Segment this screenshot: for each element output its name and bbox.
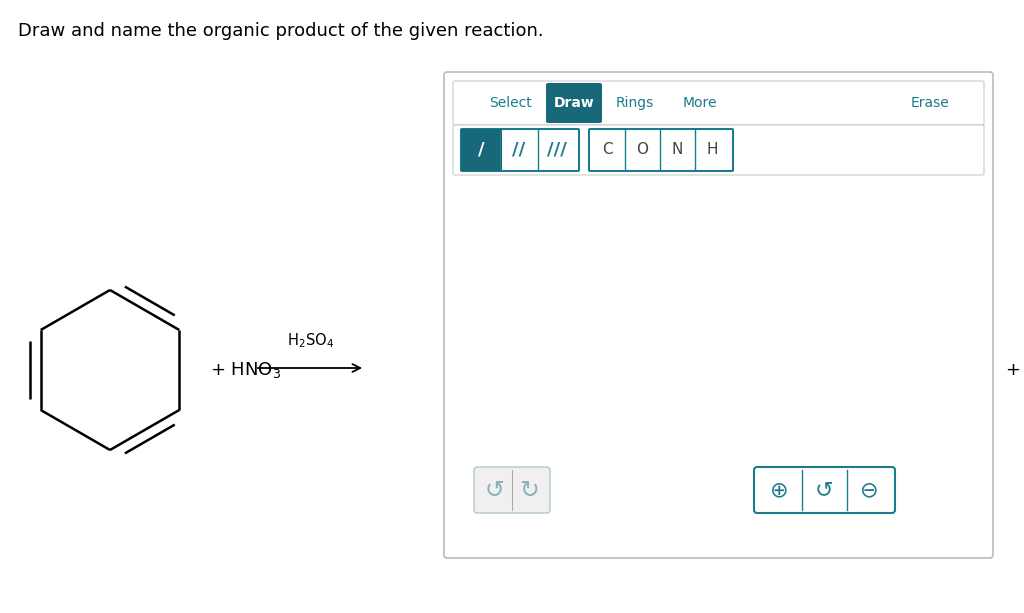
Text: Erase: Erase <box>910 96 949 110</box>
Text: Draw: Draw <box>554 96 594 110</box>
Text: O: O <box>637 142 648 158</box>
Text: ↺: ↺ <box>815 480 834 500</box>
FancyBboxPatch shape <box>589 129 733 171</box>
Text: ///: /// <box>547 141 567 159</box>
Text: ⊕: ⊕ <box>770 480 788 500</box>
Text: Draw and name the organic product of the given reaction.: Draw and name the organic product of the… <box>18 22 544 40</box>
Text: ↻: ↻ <box>519 478 540 502</box>
FancyBboxPatch shape <box>461 129 579 171</box>
Text: N: N <box>672 142 683 158</box>
FancyBboxPatch shape <box>546 83 602 123</box>
FancyBboxPatch shape <box>444 72 993 558</box>
Text: C: C <box>602 142 612 158</box>
Text: /: / <box>477 141 484 159</box>
FancyBboxPatch shape <box>474 467 550 513</box>
Text: //: // <box>512 141 525 159</box>
Text: H: H <box>707 142 718 158</box>
Text: More: More <box>683 96 717 110</box>
Text: $\mathrm{H_2SO_4}$: $\mathrm{H_2SO_4}$ <box>287 331 334 350</box>
Text: $+\ \mathrm{H_2O}$: $+\ \mathrm{H_2O}$ <box>1005 360 1024 380</box>
Text: ↺: ↺ <box>484 478 505 502</box>
FancyBboxPatch shape <box>754 467 895 513</box>
Text: $+\ \mathrm{HNO_3}$: $+\ \mathrm{HNO_3}$ <box>210 360 282 380</box>
FancyBboxPatch shape <box>453 81 984 125</box>
FancyBboxPatch shape <box>461 129 502 171</box>
Text: Rings: Rings <box>615 96 654 110</box>
FancyBboxPatch shape <box>453 125 984 175</box>
Text: Select: Select <box>488 96 531 110</box>
Text: ⊖: ⊖ <box>860 480 879 500</box>
